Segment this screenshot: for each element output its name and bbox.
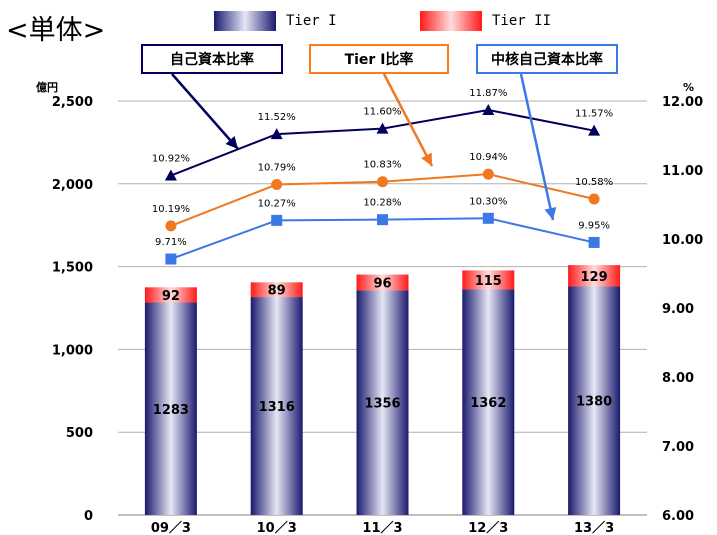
bar-label-tier2: 92: [162, 289, 180, 304]
bar-tier1: [250, 297, 303, 515]
bar-tier2: [144, 287, 197, 303]
right-axis-tick-label: 6.00: [662, 509, 694, 524]
bar-tier1: [144, 302, 197, 515]
left-axis-unit: 億円: [36, 80, 58, 94]
marker-point: [376, 122, 389, 134]
callout-arrow-core-capital-ratio: [519, 73, 555, 221]
marker-point: [165, 220, 177, 232]
bar-label-tier1: 1283: [153, 403, 189, 418]
right-axis-tick-label: 10.00: [662, 233, 703, 248]
legend-swatch-tier1: [214, 11, 276, 31]
marker-point: [482, 103, 495, 115]
bar-label-tier2: 89: [268, 284, 286, 299]
left-axis-tick-label: 1,500: [52, 261, 93, 276]
line-data-label: 10.79%: [258, 162, 296, 173]
line-data-label: 10.28%: [363, 198, 401, 209]
callout-tier1-ratio: Tier Ⅰ比率: [309, 44, 449, 74]
line-data-label: 10.83%: [363, 160, 401, 171]
bar-label-tier2: 129: [581, 270, 608, 285]
right-axis-tick-label: 7.00: [662, 440, 694, 455]
left-axis-tick-label: 500: [66, 426, 93, 441]
bar-label-tier1: 1316: [259, 400, 295, 415]
line-data-label: 11.57%: [575, 109, 613, 120]
line-data-label: 9.95%: [578, 220, 610, 231]
bar-label-tier1: 1362: [470, 396, 506, 411]
x-tick-label: 13／3: [574, 520, 614, 535]
line-data-label: 11.52%: [258, 112, 296, 123]
right-axis-unit: %: [683, 81, 694, 94]
x-tick-label: 09／3: [151, 520, 191, 535]
left-axis-tick-label: 2,000: [52, 178, 93, 193]
marker-point: [270, 128, 283, 140]
bar-label-tier2: 115: [475, 274, 502, 289]
line-data-label: 10.19%: [152, 204, 190, 215]
callout-capital-ratio: 自己資本比率: [141, 44, 283, 74]
marker-point: [588, 124, 601, 136]
right-axis-tick-label: 9.00: [662, 302, 694, 317]
callout-arrow-tier1-ratio-head: [421, 152, 432, 166]
callout-core-capital-ratio: 中核自己資本比率: [476, 44, 618, 74]
line-data-label: 10.30%: [469, 196, 507, 207]
marker-point: [482, 212, 494, 224]
line-data-label: 9.71%: [155, 237, 187, 248]
right-axis-tick-label: 12.00: [662, 95, 703, 110]
legend-item-tier2: Tier II: [420, 10, 551, 32]
left-axis-tick-label: 0: [84, 509, 93, 524]
marker-point: [482, 168, 494, 180]
bar-tier2: [356, 274, 409, 291]
bar-tier2: [462, 270, 515, 290]
legend-item-tier1: Tier I: [214, 10, 337, 32]
right-axis-tick-label: 11.00: [662, 164, 703, 179]
x-tick-label: 10／3: [257, 520, 297, 535]
x-tick-label: 12／3: [468, 520, 508, 535]
legend-swatch-tier2: [420, 11, 482, 31]
marker-point: [271, 178, 283, 190]
bar-label-tier1: 1356: [364, 397, 400, 412]
marker-point: [165, 253, 177, 265]
left-axis-tick-label: 1,000: [52, 343, 93, 358]
x-tick-label: 11／3: [362, 520, 402, 535]
bar-tier1: [568, 286, 621, 515]
bar-tier2: [568, 265, 621, 287]
line-data-label: 10.27%: [258, 198, 296, 209]
marker-point: [377, 214, 388, 226]
callout-arrow-core-capital-ratio-head: [544, 206, 557, 220]
chart-title: <単体>: [6, 15, 106, 46]
legend-label-tier2: Tier II: [492, 13, 552, 29]
bar-tier1: [356, 290, 409, 515]
legend-label-tier1: Tier I: [286, 13, 337, 29]
callout-arrow-capital-ratio: [171, 73, 239, 150]
line-data-label: 11.87%: [469, 88, 507, 99]
marker-point: [588, 236, 600, 248]
line-data-label: 10.92%: [152, 154, 190, 165]
bar-tier1: [462, 289, 515, 515]
line-data-label: 11.60%: [363, 107, 401, 118]
bar-label-tier2: 96: [373, 276, 391, 291]
bar-label-tier1: 1380: [576, 395, 612, 410]
line-data-label: 10.58%: [575, 177, 613, 188]
callout-arrow-tier1-ratio: [382, 73, 434, 167]
marker-point: [164, 169, 177, 181]
bar-tier2: [250, 282, 303, 298]
callout-arrow-capital-ratio-head: [225, 136, 238, 149]
line-data-label: 10.94%: [469, 152, 507, 163]
marker-point: [271, 214, 283, 226]
left-axis-tick-label: 2,500: [52, 95, 93, 110]
marker-point: [588, 193, 600, 205]
marker-point: [377, 176, 388, 188]
right-axis-tick-label: 8.00: [662, 371, 694, 386]
